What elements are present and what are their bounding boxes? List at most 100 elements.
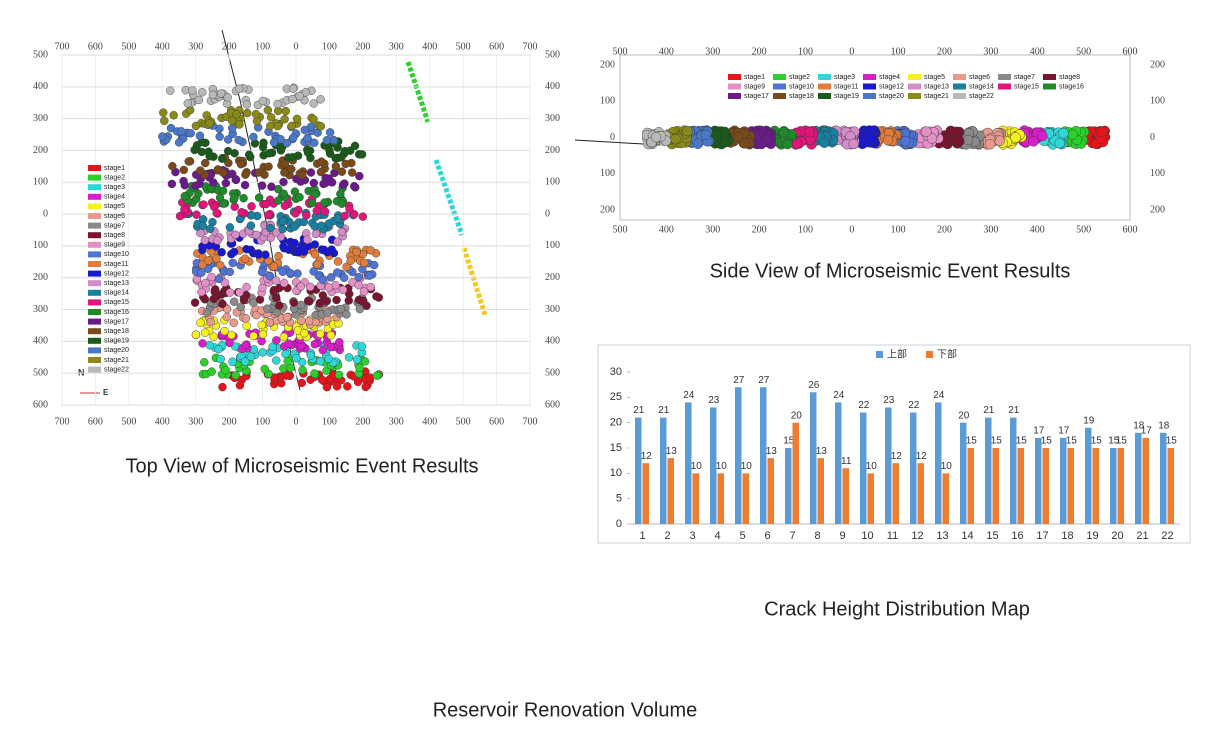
y-tick-label: 100 [600,168,615,179]
event-dot [197,147,206,157]
legend-label: stage22 [969,93,994,100]
x-tick-label: 200 [937,46,952,57]
legend-label: stage7 [104,222,125,229]
event-dot [217,154,227,163]
event-dot [295,91,304,101]
event-dot [284,339,294,348]
event-dot [866,132,878,144]
event-dot [225,288,235,297]
bar [935,402,942,524]
compass-n: N [78,367,85,377]
legend-label: stage21 [104,357,129,364]
event-dot [286,268,295,278]
event-dot [278,224,287,234]
event-dot [225,267,234,277]
x-tick-label: 400 [422,416,437,427]
legend-swatch [998,83,1011,90]
event-dot [222,304,232,314]
event-dot [1067,129,1078,140]
event-dot [281,349,290,359]
event-dot [204,256,213,265]
event-dot [289,133,298,142]
data-label: 17 [1141,426,1153,437]
legend-swatch [728,93,741,99]
event-dot [179,176,188,186]
bar [1167,448,1174,524]
event-dot [344,353,354,362]
event-dot [720,136,731,148]
legend-label: stage5 [924,74,945,81]
event-dot [303,296,313,306]
event-dot [200,236,210,245]
event-dot [335,338,344,347]
event-dot [266,121,275,131]
y-tick-label: 500 [545,49,560,60]
event-dot [228,357,237,366]
event-dot [994,135,1005,146]
legend-swatch [863,74,876,80]
legend-swatch [863,83,876,90]
legend-swatch [773,93,786,99]
event-dot [242,282,251,292]
event-dot [258,329,268,339]
event-dot [339,273,349,282]
event-dot [180,191,189,201]
event-dot [280,168,289,177]
event-dot [243,108,252,118]
event-dot [231,175,241,185]
data-label: 15 [966,436,978,447]
event-dot [353,377,363,387]
event-dot [279,278,289,288]
data-label: 17 [1033,426,1045,437]
legend-label: stage1 [104,165,125,172]
data-label: 15 [1108,436,1120,447]
event-dot [762,133,773,145]
x-tick-label: 17 [1036,530,1048,542]
event-dot [214,274,224,284]
event-dot [174,138,184,147]
event-dot [235,120,244,129]
event-dot [290,238,299,248]
event-dot [272,356,281,365]
event-dot [322,136,332,145]
event-dot [209,178,218,187]
event-dot [218,382,227,392]
event-dot [926,133,938,144]
legend-label: stage11 [104,261,128,268]
x-tick-label: 7 [789,530,795,542]
data-label: 15 [1166,436,1178,447]
y-tick-label: 0 [610,132,615,143]
event-dot [310,369,319,378]
bar [810,392,817,524]
legend-label: stage1 [744,74,765,81]
event-dot [316,357,325,366]
legend-label: stage14 [969,83,994,90]
event-dot [213,236,222,245]
data-label: 18 [1133,420,1145,431]
event-cluster [159,105,326,131]
event-dot [303,235,312,244]
legend-swatch [908,74,921,80]
event-dot [1054,138,1065,149]
y-tick-label: 200 [1150,59,1165,70]
x-tick-label: 22 [1161,530,1173,542]
caption: Top View of Microseismic Event Results [125,455,478,477]
data-label: 13 [766,446,778,457]
x-tick-label: 400 [659,46,674,57]
data-label: 10 [691,461,703,472]
event-dot [254,168,264,177]
event-dot [711,130,723,141]
data-label: 23 [708,395,720,406]
event-dot [354,280,363,290]
x-tick-label: 700 [55,41,70,52]
x-tick-label: 20 [1111,530,1123,542]
legend-label: stage19 [834,93,859,100]
event-dot [272,336,281,345]
event-dot [216,89,226,98]
y-tick-label: 400 [33,336,48,347]
legend-label: stage12 [104,270,129,277]
event-dot [358,212,368,221]
event-dot [200,358,209,367]
event-dot [304,316,314,326]
